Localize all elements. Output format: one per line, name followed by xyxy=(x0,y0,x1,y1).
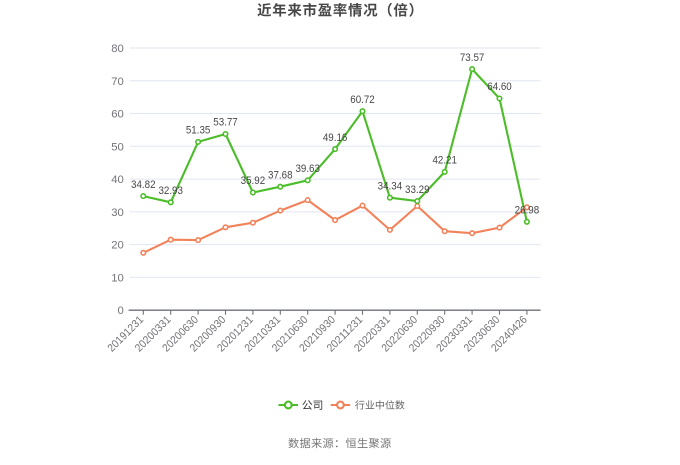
svg-text:70: 70 xyxy=(111,76,124,88)
svg-text:10: 10 xyxy=(111,272,124,284)
svg-text:50: 50 xyxy=(111,141,124,153)
svg-text:42.21: 42.21 xyxy=(432,155,457,167)
svg-text:53.77: 53.77 xyxy=(213,117,238,129)
svg-text:64.60: 64.60 xyxy=(487,81,512,93)
svg-text:33.29: 33.29 xyxy=(405,184,430,196)
svg-text:40: 40 xyxy=(111,174,124,186)
svg-text:35.92: 35.92 xyxy=(241,175,266,187)
svg-text:30: 30 xyxy=(111,207,124,219)
svg-text:20: 20 xyxy=(111,240,124,252)
svg-text:34.34: 34.34 xyxy=(378,180,403,192)
svg-text:37.68: 37.68 xyxy=(268,169,293,181)
svg-text:26.98: 26.98 xyxy=(515,205,540,217)
svg-text:34.82: 34.82 xyxy=(131,179,156,191)
svg-text:60.72: 60.72 xyxy=(350,94,375,106)
svg-text:49.16: 49.16 xyxy=(323,132,348,144)
svg-text:80: 80 xyxy=(111,43,124,55)
svg-text:0: 0 xyxy=(118,305,124,317)
svg-text:60: 60 xyxy=(111,109,124,121)
svg-text:73.57: 73.57 xyxy=(460,52,485,64)
svg-text:39.63: 39.63 xyxy=(295,163,320,175)
svg-text:32.93: 32.93 xyxy=(158,185,183,197)
svg-text:51.35: 51.35 xyxy=(186,125,211,137)
